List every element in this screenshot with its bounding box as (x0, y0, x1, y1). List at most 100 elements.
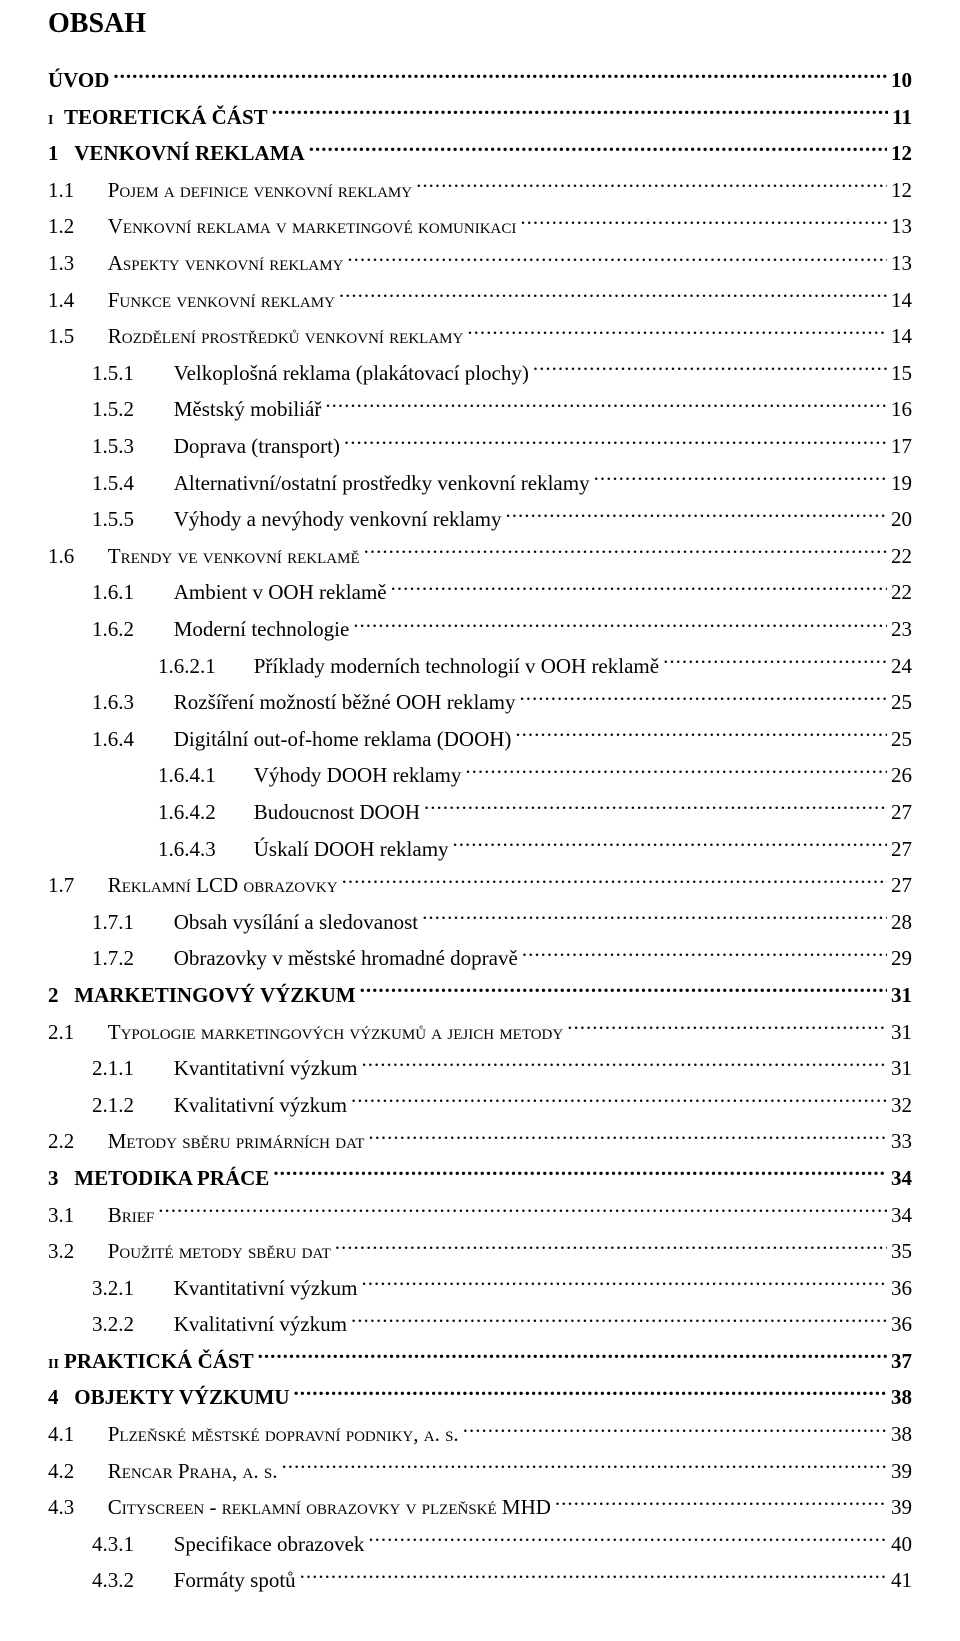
toc-leader-dots (520, 210, 887, 233)
toc-label: Reklamní LCD obrazovky (108, 870, 338, 902)
toc-entry[interactable]: 1.7 Reklamní LCD obrazovky27 (48, 869, 912, 902)
toc-entry[interactable]: 1.5.4 Alternativní/ostatní prostředky ve… (48, 467, 912, 500)
toc-page-number: 33 (891, 1126, 912, 1158)
toc-entry[interactable]: 4.3.2 Formáty spotů41 (48, 1564, 912, 1597)
toc-entry[interactable]: 1.7.2 Obrazovky v městské hromadné dopra… (48, 942, 912, 975)
toc-number: 1.5 (48, 321, 92, 353)
toc-entry[interactable]: 1.1 Pojem a definice venkovní reklamy12 (48, 174, 912, 207)
toc-entry[interactable]: 1.5.2 Městský mobiliář16 (48, 393, 912, 426)
toc-page-number: 28 (891, 907, 912, 939)
toc-entry[interactable]: 3.2 Použité metody sběru dat35 (48, 1235, 912, 1268)
toc-entry[interactable]: 1.6.4.3 Úskalí DOOH reklamy27 (48, 832, 912, 865)
toc-entry[interactable]: 2.1.1 Kvantitativní výzkum31 (48, 1052, 912, 1085)
toc-entry[interactable]: 4.2 Rencar Praha, a. s.39 (48, 1455, 912, 1488)
toc-number: 4.3 (48, 1492, 92, 1524)
toc-entry[interactable]: 3 METODIKA PRÁCE34 (48, 1162, 912, 1195)
toc-entry[interactable]: 4 OBJEKTY VÝZKUMU38 (48, 1381, 912, 1414)
toc-entry[interactable]: 1.5.1 Velkoplošná reklama (plakátovací p… (48, 357, 912, 390)
toc-entry[interactable]: ITEORETICKÁ ČÁST11 (48, 101, 912, 134)
toc-page-number: 40 (891, 1529, 912, 1561)
toc-label: Obrazovky v městské hromadné dopravě (174, 943, 518, 975)
toc-entry[interactable]: 1.6 Trendy ve venkovní reklamě22 (48, 540, 912, 573)
toc-leader-dots (344, 430, 887, 453)
toc-number: 2.1 (48, 1017, 92, 1049)
toc-entry[interactable]: 1.6.3 Rozšíření možností běžné OOH rekla… (48, 686, 912, 719)
toc-number: 1.6.4.2 (158, 797, 238, 829)
toc-label: Aspekty venkovní reklamy (108, 248, 344, 280)
toc-entry[interactable]: 4.3 Cityscreen - reklamní obrazovky v pl… (48, 1491, 912, 1524)
toc-number: 4.3.1 (92, 1529, 158, 1561)
toc-label: Ambient v OOH reklamě (174, 577, 387, 609)
toc-label: PRAKTICKÁ ČÁST (64, 1346, 254, 1378)
toc-page-number: 36 (891, 1273, 912, 1305)
toc-leader-dots (594, 467, 887, 490)
toc-page-number: 27 (891, 870, 912, 902)
toc-page-number: 16 (891, 394, 912, 426)
toc-page-number: 38 (891, 1419, 912, 1451)
toc-label: Výhody DOOH reklamy (254, 760, 462, 792)
toc-entry[interactable]: 1.6.1 Ambient v OOH reklamě22 (48, 576, 912, 609)
toc-entry[interactable]: 2.1.2 Kvalitativní výzkum32 (48, 1089, 912, 1122)
toc-leader-dots (351, 1308, 887, 1331)
toc-entry[interactable]: 1.5.3 Doprava (transport)17 (48, 430, 912, 463)
toc-entry[interactable]: 1.6.2 Moderní technologie23 (48, 613, 912, 646)
toc-entry[interactable]: 1.7.1 Obsah vysílání a sledovanost28 (48, 906, 912, 939)
toc-leader-dots (309, 137, 887, 160)
toc-entry[interactable]: 1.6.4.2 Budoucnost DOOH27 (48, 796, 912, 829)
toc-entry[interactable]: 2.2 Metody sběru primárních dat33 (48, 1125, 912, 1158)
toc-leader-dots (325, 393, 887, 416)
toc-page-number: 36 (891, 1309, 912, 1341)
toc-entry[interactable]: 1.4 Funkce venkovní reklamy14 (48, 284, 912, 317)
toc-label: Moderní technologie (174, 614, 350, 646)
toc-page-number: 23 (891, 614, 912, 646)
page-title: OBSAH (48, 8, 912, 40)
toc-page-number: 34 (891, 1200, 912, 1232)
toc-entry[interactable]: 3.2.2 Kvalitativní výzkum36 (48, 1308, 912, 1341)
toc-entry[interactable]: IIPRAKTICKÁ ČÁST37 (48, 1345, 912, 1378)
toc-leader-dots (567, 1015, 887, 1038)
toc-label: Rozšíření možností běžné OOH reklamy (174, 687, 516, 719)
toc-entry[interactable]: 3.2.1 Kvantitativní výzkum36 (48, 1272, 912, 1305)
toc-entry[interactable]: 1.6.4.1 Výhody DOOH reklamy26 (48, 759, 912, 792)
toc-leader-dots (391, 576, 887, 599)
toc-entry[interactable]: 1.5 Rozdělení prostředků venkovní reklam… (48, 320, 912, 353)
toc-page-number: 26 (891, 760, 912, 792)
toc-page: OBSAH ÚVOD10 ITEORETICKÁ ČÁST111 VENKOVNÍ… (0, 0, 960, 1641)
toc-entry[interactable]: 4.3.1 Specifikace obrazovek40 (48, 1528, 912, 1561)
toc-number: 1.6.4.3 (158, 834, 238, 866)
toc-page-number: 14 (891, 321, 912, 353)
toc-label: Venkovní reklama v marketingové komunika… (108, 211, 517, 243)
toc-label: Výhody a nevýhody venkovní reklamy (174, 504, 502, 536)
toc-number: 1.6.3 (92, 687, 158, 719)
toc-entry[interactable]: 1.6.4 Digitální out-of-home reklama (DOO… (48, 723, 912, 756)
toc-entry[interactable]: 2.1 Typologie marketingových výzkumů a j… (48, 1015, 912, 1048)
toc-page-number: 19 (891, 468, 912, 500)
toc-page-number: 34 (891, 1163, 912, 1195)
toc-label: Příklady moderních technologií v OOH rek… (254, 651, 659, 683)
toc-entry[interactable]: 1.5.5 Výhody a nevýhody venkovní reklamy… (48, 503, 912, 536)
toc-leader-dots (272, 101, 889, 124)
toc-number: 1.5.5 (92, 504, 158, 536)
toc-page-number: 15 (891, 358, 912, 390)
toc-label: Použité metody sběru dat (108, 1236, 331, 1268)
toc-entry[interactable]: 1 VENKOVNÍ REKLAMA12 (48, 137, 912, 170)
toc-number: 1.5.4 (92, 468, 158, 500)
toc-entry[interactable]: 1.6.2.1 Příklady moderních technologií v… (48, 650, 912, 683)
toc-entry[interactable]: 1.3 Aspekty venkovní reklamy13 (48, 247, 912, 280)
toc-entry[interactable]: 1.2 Venkovní reklama v marketingové komu… (48, 210, 912, 243)
toc-page-number: 12 (891, 138, 912, 170)
toc-entry[interactable]: 2 MARKETINGOVÝ VÝZKUM31 (48, 979, 912, 1012)
toc-number: 2.2 (48, 1126, 92, 1158)
toc-leader-dots (360, 979, 887, 1002)
toc-page-number: 20 (891, 504, 912, 536)
toc-page-number: 35 (891, 1236, 912, 1268)
toc-leader-dots (555, 1491, 887, 1514)
toc-entry[interactable]: 3.1 Brief34 (48, 1198, 912, 1231)
toc-page-number: 25 (891, 687, 912, 719)
toc-label: Brief (108, 1200, 155, 1232)
toc-label: Rencar Praha, a. s. (108, 1456, 278, 1488)
toc-entry[interactable]: 4.1 Plzeňské městské dopravní podniky, a… (48, 1418, 912, 1451)
toc-entry[interactable]: ÚVOD10 (48, 64, 912, 97)
toc-number: 1.1 (48, 175, 92, 207)
toc-number: 1.6 (48, 541, 92, 573)
